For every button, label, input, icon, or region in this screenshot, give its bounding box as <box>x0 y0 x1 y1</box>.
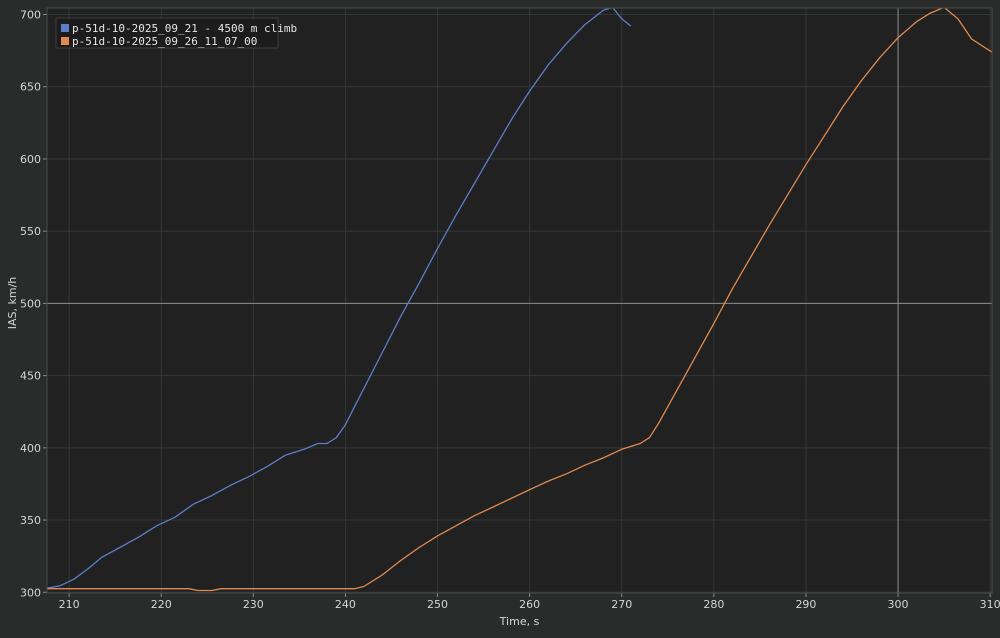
y-tick-label: 300 <box>20 586 41 599</box>
x-tick-label: 310 <box>980 598 1000 611</box>
y-axis-label: IAS, km/h <box>6 277 19 330</box>
x-tick-label: 210 <box>59 598 80 611</box>
legend-entry-label[interactable]: p-51d-10-2025_09_26_11_07_00 <box>72 35 257 48</box>
y-tick-label: 650 <box>20 81 41 94</box>
series-line-1[interactable] <box>47 7 632 589</box>
y-tick-label: 550 <box>20 225 41 238</box>
x-tick-label: 280 <box>703 598 724 611</box>
legend-swatch[interactable] <box>61 37 69 45</box>
y-tick-label: 600 <box>20 153 41 166</box>
y-tick-label: 350 <box>20 514 41 527</box>
y-tick-label: 500 <box>20 297 41 310</box>
legend[interactable]: p-51d-10-2025_09_21 - 4500 m climbp-51d-… <box>55 17 297 49</box>
x-tick-label: 250 <box>427 598 448 611</box>
plot-frame <box>46 7 993 594</box>
series-lines <box>47 7 992 592</box>
x-axis-label: Time, s <box>499 615 540 628</box>
x-tick-label: 300 <box>888 598 909 611</box>
x-tick-label: 270 <box>611 598 632 611</box>
crosshair <box>47 8 992 593</box>
legend-entry-label[interactable]: p-51d-10-2025_09_21 - 4500 m climb <box>72 22 297 35</box>
x-tick-label: 240 <box>335 598 356 611</box>
axis-ticks: 210 220 230 240 250 260 270 280 290 300 310 300 350 4… <box>20 7 1000 611</box>
x-tick-label: 230 <box>243 598 264 611</box>
x-tick-label: 290 <box>795 598 816 611</box>
legend-swatch[interactable] <box>61 24 69 32</box>
legend-box <box>55 17 279 49</box>
y-tick-label: 700 <box>20 9 41 22</box>
y-tick-label: 400 <box>20 442 41 455</box>
x-tick-label: 220 <box>151 598 172 611</box>
x-tick-label: 260 <box>519 598 540 611</box>
y-tick-label: 450 <box>20 370 41 383</box>
plot-area-background <box>47 8 992 593</box>
series-line-2[interactable] <box>47 7 992 592</box>
